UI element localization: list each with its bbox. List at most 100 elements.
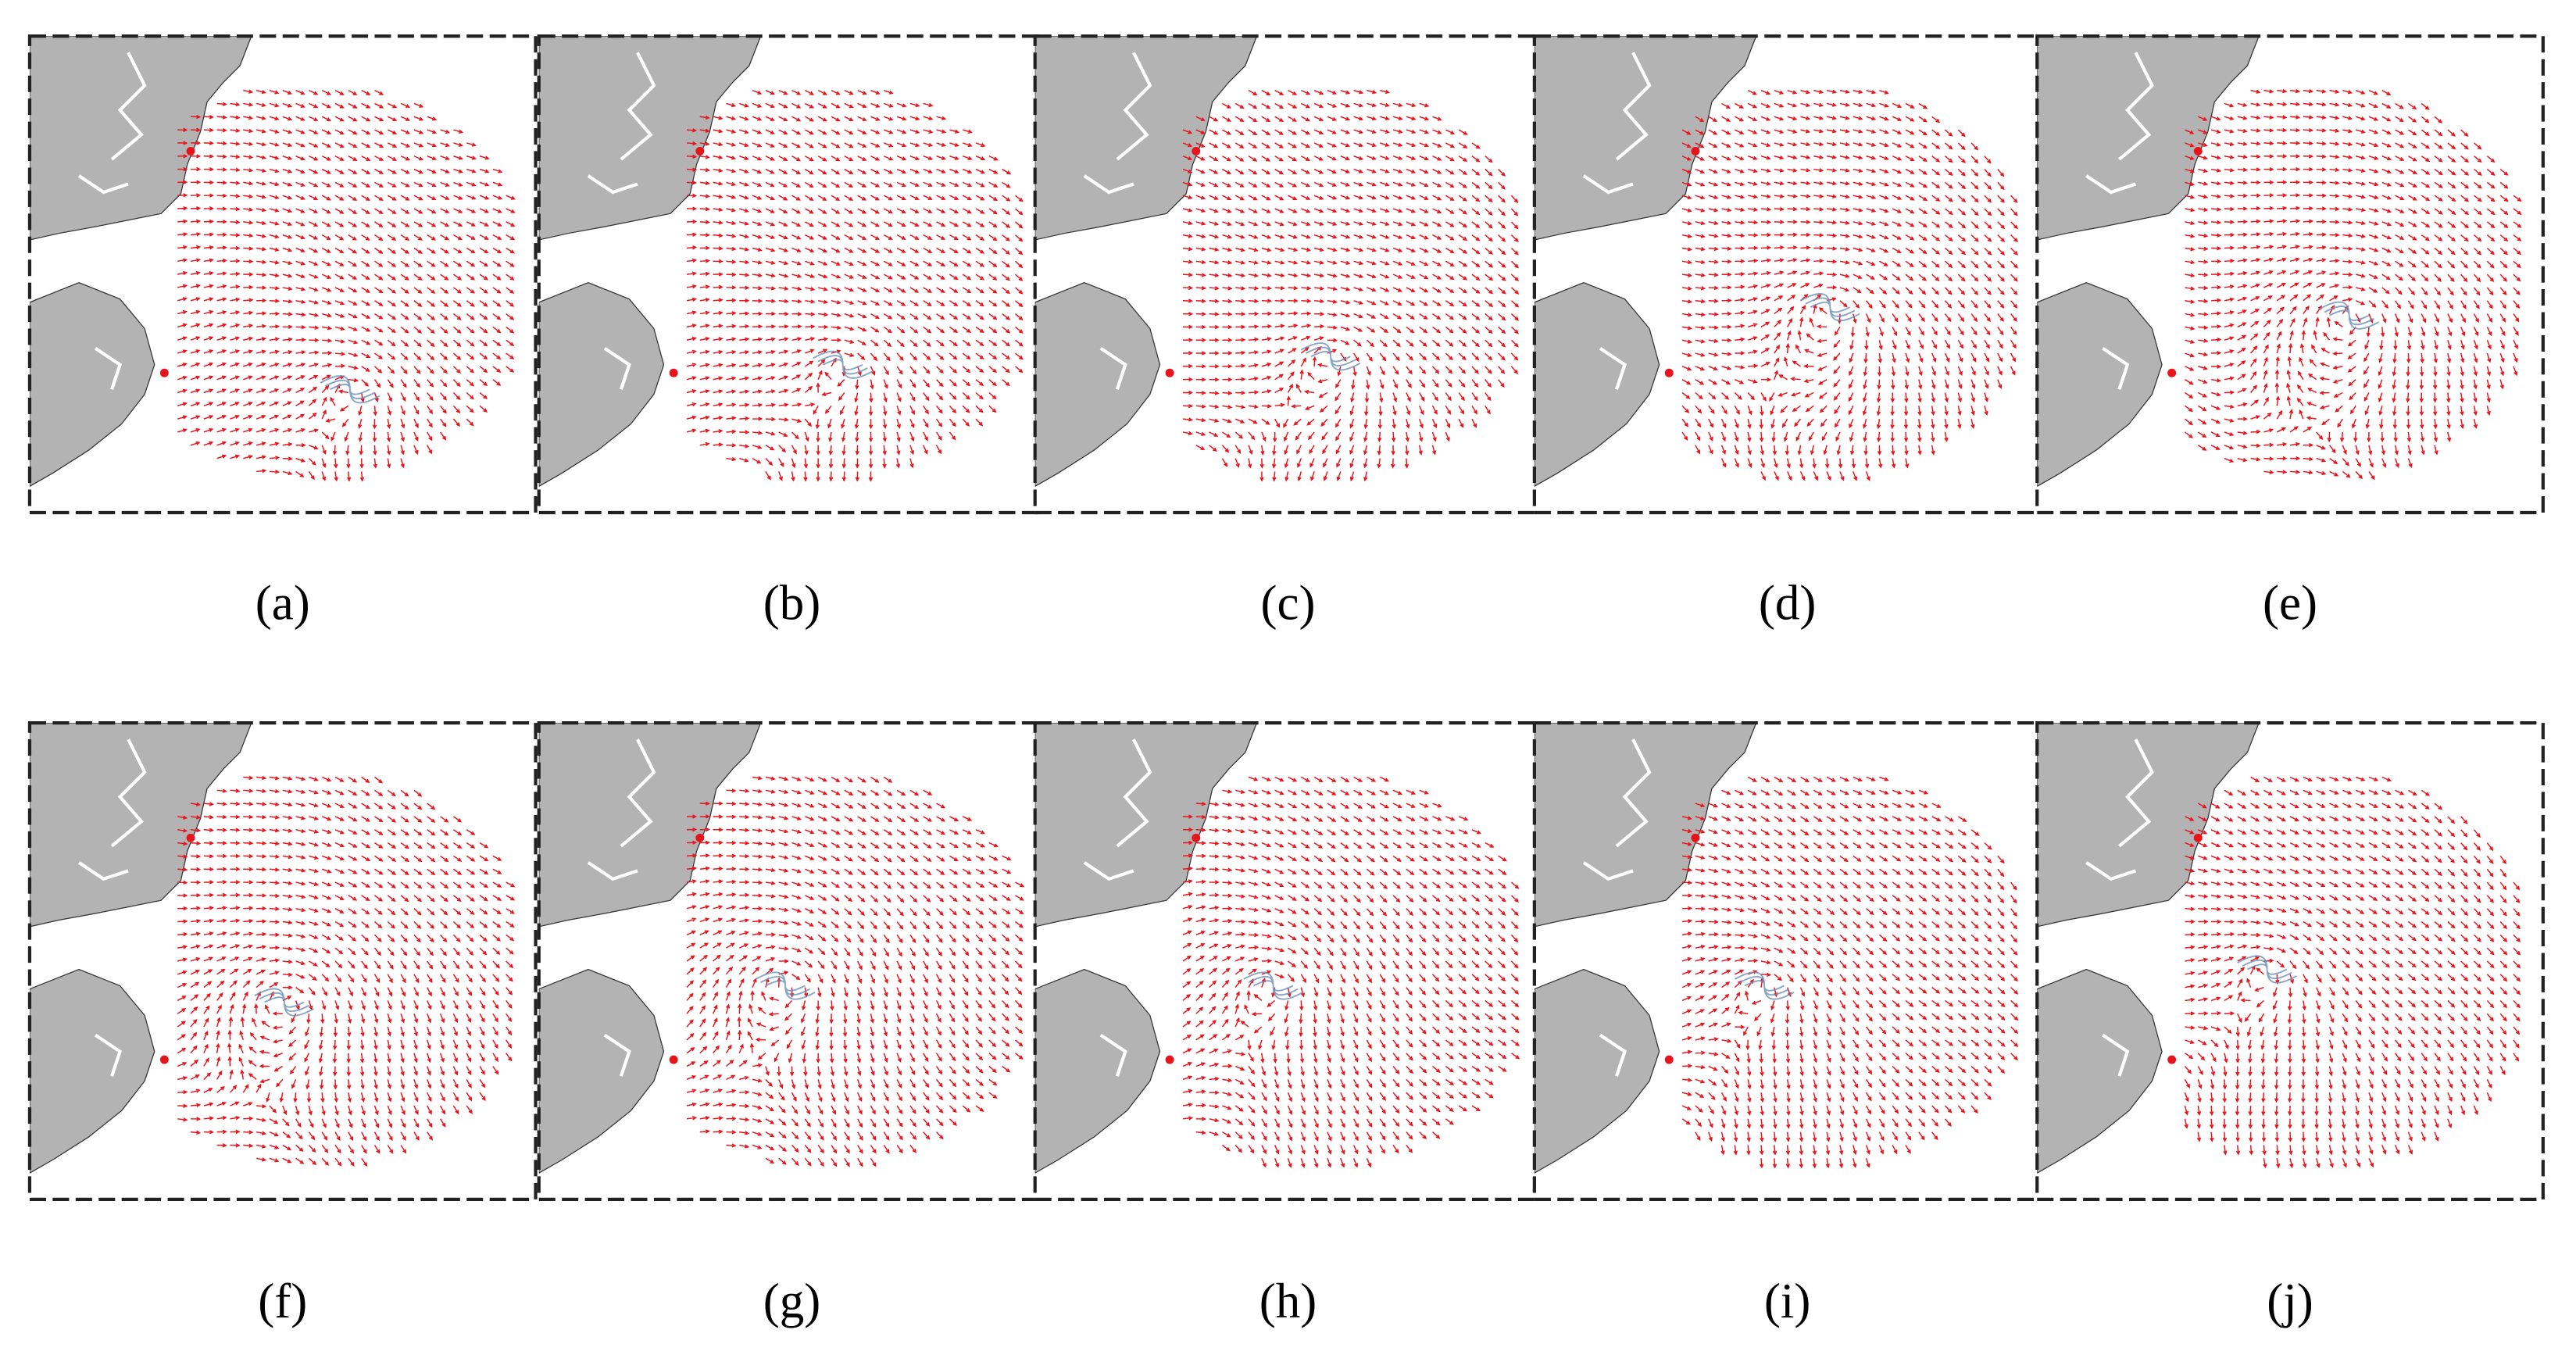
- panel-label: (g): [763, 1274, 821, 1328]
- vector-field: [1681, 89, 2019, 481]
- panel: [1532, 721, 2042, 1201]
- vortex: [1800, 293, 1860, 322]
- panel-content: [1034, 723, 1542, 1199]
- river: [77, 52, 147, 390]
- panel: [2035, 34, 2545, 515]
- station: [186, 833, 195, 842]
- panel-content: [29, 36, 536, 513]
- station: [1664, 1055, 1674, 1064]
- station: [1691, 146, 1700, 156]
- vector-field: [2185, 88, 2522, 481]
- panel: [1532, 34, 2042, 515]
- vortex: [1300, 342, 1361, 371]
- vector-field: [1182, 89, 1520, 482]
- vortex: [320, 375, 381, 404]
- station: [1165, 368, 1174, 377]
- land: [1534, 36, 1757, 241]
- land: [538, 968, 665, 1174]
- panel-label: (h): [1259, 1274, 1317, 1328]
- station: [669, 1055, 678, 1064]
- panel-content: [538, 36, 1045, 513]
- vortex: [1243, 971, 1303, 1000]
- panel: [1033, 34, 1543, 515]
- land: [538, 723, 762, 928]
- panel-content: [2037, 36, 2543, 513]
- station: [2167, 1055, 2177, 1064]
- land: [1534, 723, 1757, 928]
- panel: [2035, 721, 2545, 1201]
- river: [587, 738, 656, 1077]
- panel: [27, 721, 538, 1201]
- panel-label: (f): [258, 1274, 307, 1328]
- panel-content: [29, 723, 536, 1199]
- panel: [537, 721, 1047, 1201]
- panel-label: (d): [1759, 575, 1817, 630]
- vector-field: [1681, 776, 2019, 1169]
- station: [1691, 833, 1700, 842]
- land: [1534, 281, 1660, 488]
- panel: [27, 34, 538, 515]
- land: [2037, 968, 2163, 1174]
- panel-label: (a): [255, 575, 310, 630]
- station: [669, 368, 678, 377]
- land: [1034, 281, 1161, 488]
- vector-field: [177, 89, 516, 482]
- river: [1083, 52, 1152, 390]
- land: [2037, 36, 2260, 241]
- station: [2193, 146, 2203, 156]
- panel-border: [27, 34, 538, 515]
- station: [1192, 833, 1201, 842]
- land: [1034, 968, 1161, 1174]
- land: [29, 968, 155, 1174]
- land: [1534, 968, 1660, 1174]
- station: [1165, 1055, 1174, 1064]
- station: [2193, 833, 2203, 842]
- land: [29, 36, 252, 241]
- land: [538, 36, 762, 241]
- station: [1192, 146, 1201, 156]
- vector-field: [2184, 776, 2521, 1169]
- vector-field: [686, 89, 1024, 482]
- vortex: [254, 988, 315, 1017]
- river: [1083, 738, 1152, 1077]
- vortex: [755, 971, 816, 1000]
- panel: [537, 34, 1047, 515]
- river: [587, 52, 656, 390]
- vector-field: [177, 775, 516, 1167]
- land: [29, 281, 155, 488]
- land: [29, 723, 252, 928]
- station: [186, 146, 195, 156]
- river: [1582, 738, 1652, 1077]
- panel-content: [538, 723, 1045, 1199]
- station: [695, 833, 705, 842]
- river: [2085, 738, 2154, 1077]
- vortex: [2237, 955, 2297, 984]
- panel-content: [1534, 723, 2041, 1199]
- land: [1034, 723, 1258, 928]
- river: [2085, 52, 2154, 390]
- panel-label: (i): [1764, 1274, 1811, 1328]
- panel: [1033, 721, 1543, 1201]
- panel-border: [27, 721, 538, 1201]
- panel-label: (e): [2263, 575, 2317, 630]
- vector-field: [1182, 776, 1520, 1168]
- panel-content: [1534, 36, 2041, 513]
- station: [1664, 368, 1674, 377]
- panel-label: (b): [763, 575, 821, 630]
- panel-content: [1034, 36, 1542, 513]
- station: [159, 1055, 169, 1064]
- vortex: [2319, 301, 2380, 330]
- vortex: [1734, 971, 1795, 1000]
- land: [2037, 723, 2260, 928]
- panel-border: [2035, 34, 2545, 515]
- panel-content: [2037, 723, 2543, 1199]
- land: [1034, 36, 1258, 241]
- station: [2167, 368, 2177, 377]
- river: [77, 738, 147, 1077]
- station: [159, 368, 169, 377]
- vortex: [813, 350, 874, 379]
- river: [1582, 52, 1652, 390]
- land: [538, 281, 665, 488]
- panel-label: (c): [1261, 575, 1316, 630]
